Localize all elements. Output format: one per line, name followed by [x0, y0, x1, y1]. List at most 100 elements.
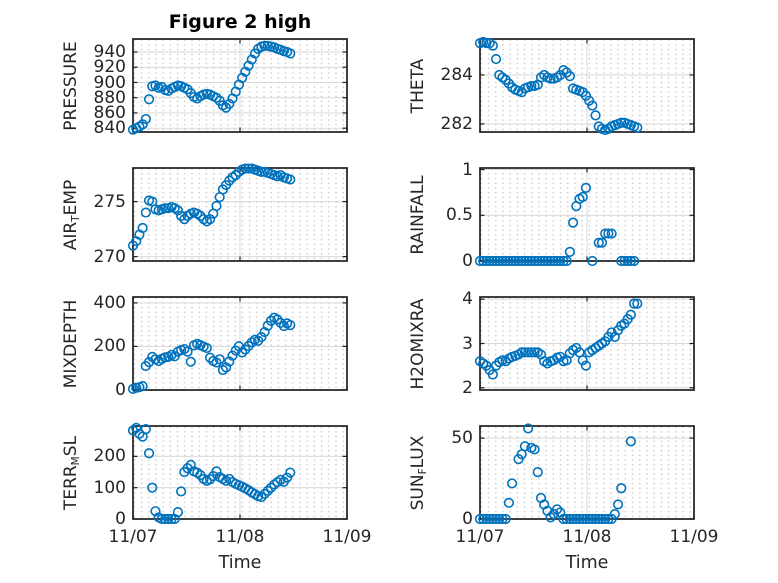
data-point-marker — [532, 466, 543, 478]
y-axis-label-text: SL — [61, 435, 81, 456]
data-point-marker — [577, 513, 588, 525]
data-point-marker — [143, 94, 155, 105]
y-tick-label: 880 — [93, 87, 126, 108]
data-point-marker — [590, 110, 601, 121]
data-point-marker — [587, 100, 598, 111]
data-point-marker — [224, 356, 235, 367]
y-axis-label-text: H2OMIXRA — [408, 297, 428, 390]
y-tick-label: 275 — [93, 191, 126, 212]
y-tick-label: 0 — [115, 380, 126, 400]
data-points — [127, 163, 296, 251]
y-tick-label: 1 — [462, 159, 473, 180]
data-point-marker — [490, 513, 502, 525]
data-point-marker — [580, 513, 592, 525]
data-point-marker — [147, 482, 158, 493]
data-point-marker — [211, 92, 222, 103]
data-point-marker — [179, 214, 190, 225]
y-tick-label: 4 — [462, 289, 473, 310]
data-point-marker — [593, 237, 604, 248]
data-point-marker — [561, 255, 572, 267]
data-point-marker — [500, 513, 511, 525]
data-point-marker — [600, 513, 611, 525]
data-point-marker — [481, 255, 492, 267]
subplot-h2omixra — [474, 296, 695, 391]
y-tick-label: 2 — [462, 377, 473, 398]
tick-marks — [132, 168, 348, 261]
data-point-marker — [561, 513, 572, 525]
data-point-marker — [201, 342, 212, 354]
data-point-marker — [523, 347, 534, 358]
data-point-marker — [564, 71, 575, 82]
subplot-mixdepth — [127, 296, 348, 395]
data-point-marker — [526, 80, 537, 92]
data-point-marker — [577, 355, 588, 366]
data-point-marker — [564, 513, 575, 525]
data-point-marker — [156, 513, 167, 525]
y-axis-label-sun-flux: SUNFLUX — [407, 388, 429, 558]
data-point-marker — [487, 255, 498, 267]
x-tick-label: 11/07 — [455, 527, 505, 547]
data-point-marker — [211, 357, 222, 368]
data-point-marker — [516, 255, 527, 267]
subplot-air-temp — [127, 163, 348, 262]
tick-marks — [132, 426, 348, 520]
data-point-marker — [523, 255, 534, 267]
data-points — [127, 312, 296, 395]
data-point-marker — [587, 255, 598, 267]
data-point-marker — [214, 354, 225, 365]
data-point-marker — [227, 350, 238, 361]
y-tick-label: 920 — [93, 57, 126, 78]
data-point-marker — [500, 255, 511, 267]
tick-marks — [479, 168, 695, 262]
data-point-marker — [529, 444, 540, 455]
data-point-marker — [484, 513, 495, 525]
x-tick-label: 11/09 — [322, 527, 372, 547]
data-point-marker — [603, 513, 614, 525]
data-point-marker — [265, 315, 277, 326]
y-axis-label-text: AIR — [61, 221, 81, 250]
data-point-marker — [503, 255, 514, 267]
y-tick-label: 50 — [451, 428, 473, 449]
y-axis-label-text: EMP — [61, 179, 81, 215]
data-points — [474, 36, 643, 136]
data-point-marker — [179, 343, 190, 355]
data-point-marker — [593, 513, 604, 525]
data-point-marker — [224, 98, 235, 109]
data-point-marker — [140, 207, 151, 218]
y-axis-label-text: TERR — [61, 464, 81, 510]
x-tick-label: 11/08 — [562, 527, 612, 547]
data-point-marker — [603, 228, 614, 239]
tick-marks — [479, 297, 695, 390]
data-point-marker — [542, 255, 553, 267]
data-point-marker — [577, 191, 588, 203]
data-point-marker — [526, 255, 537, 267]
data-point-marker — [567, 217, 579, 228]
data-point-marker — [622, 255, 633, 267]
y-tick-label: 0.5 — [445, 205, 473, 226]
data-point-marker — [246, 337, 257, 348]
data-point-marker — [285, 467, 296, 478]
data-point-marker — [176, 210, 187, 221]
data-point-marker — [285, 48, 296, 59]
data-point-marker — [529, 347, 540, 358]
data-point-marker — [609, 509, 620, 520]
data-point-marker — [204, 214, 216, 225]
data-points — [474, 423, 636, 525]
y-axis-label-terr-msl: TERRMSL — [60, 388, 82, 558]
data-point-marker — [262, 320, 273, 331]
y-tick-label: 0 — [462, 509, 473, 529]
y-axis-label-text: LUX — [408, 435, 428, 468]
data-point-marker — [558, 255, 569, 267]
data-point-marker — [596, 237, 608, 248]
data-point-marker — [185, 356, 196, 367]
y-axis-label-subscript: M — [70, 455, 83, 465]
data-point-marker — [256, 491, 267, 503]
data-point-marker — [490, 53, 502, 65]
y-axis-label-text: RAINFALL — [408, 174, 428, 255]
data-point-marker — [567, 513, 579, 525]
data-point-marker — [494, 255, 505, 267]
data-point-marker — [478, 513, 489, 525]
y-tick-label: 900 — [93, 72, 126, 93]
data-point-marker — [551, 504, 563, 515]
data-point-marker — [487, 369, 498, 380]
